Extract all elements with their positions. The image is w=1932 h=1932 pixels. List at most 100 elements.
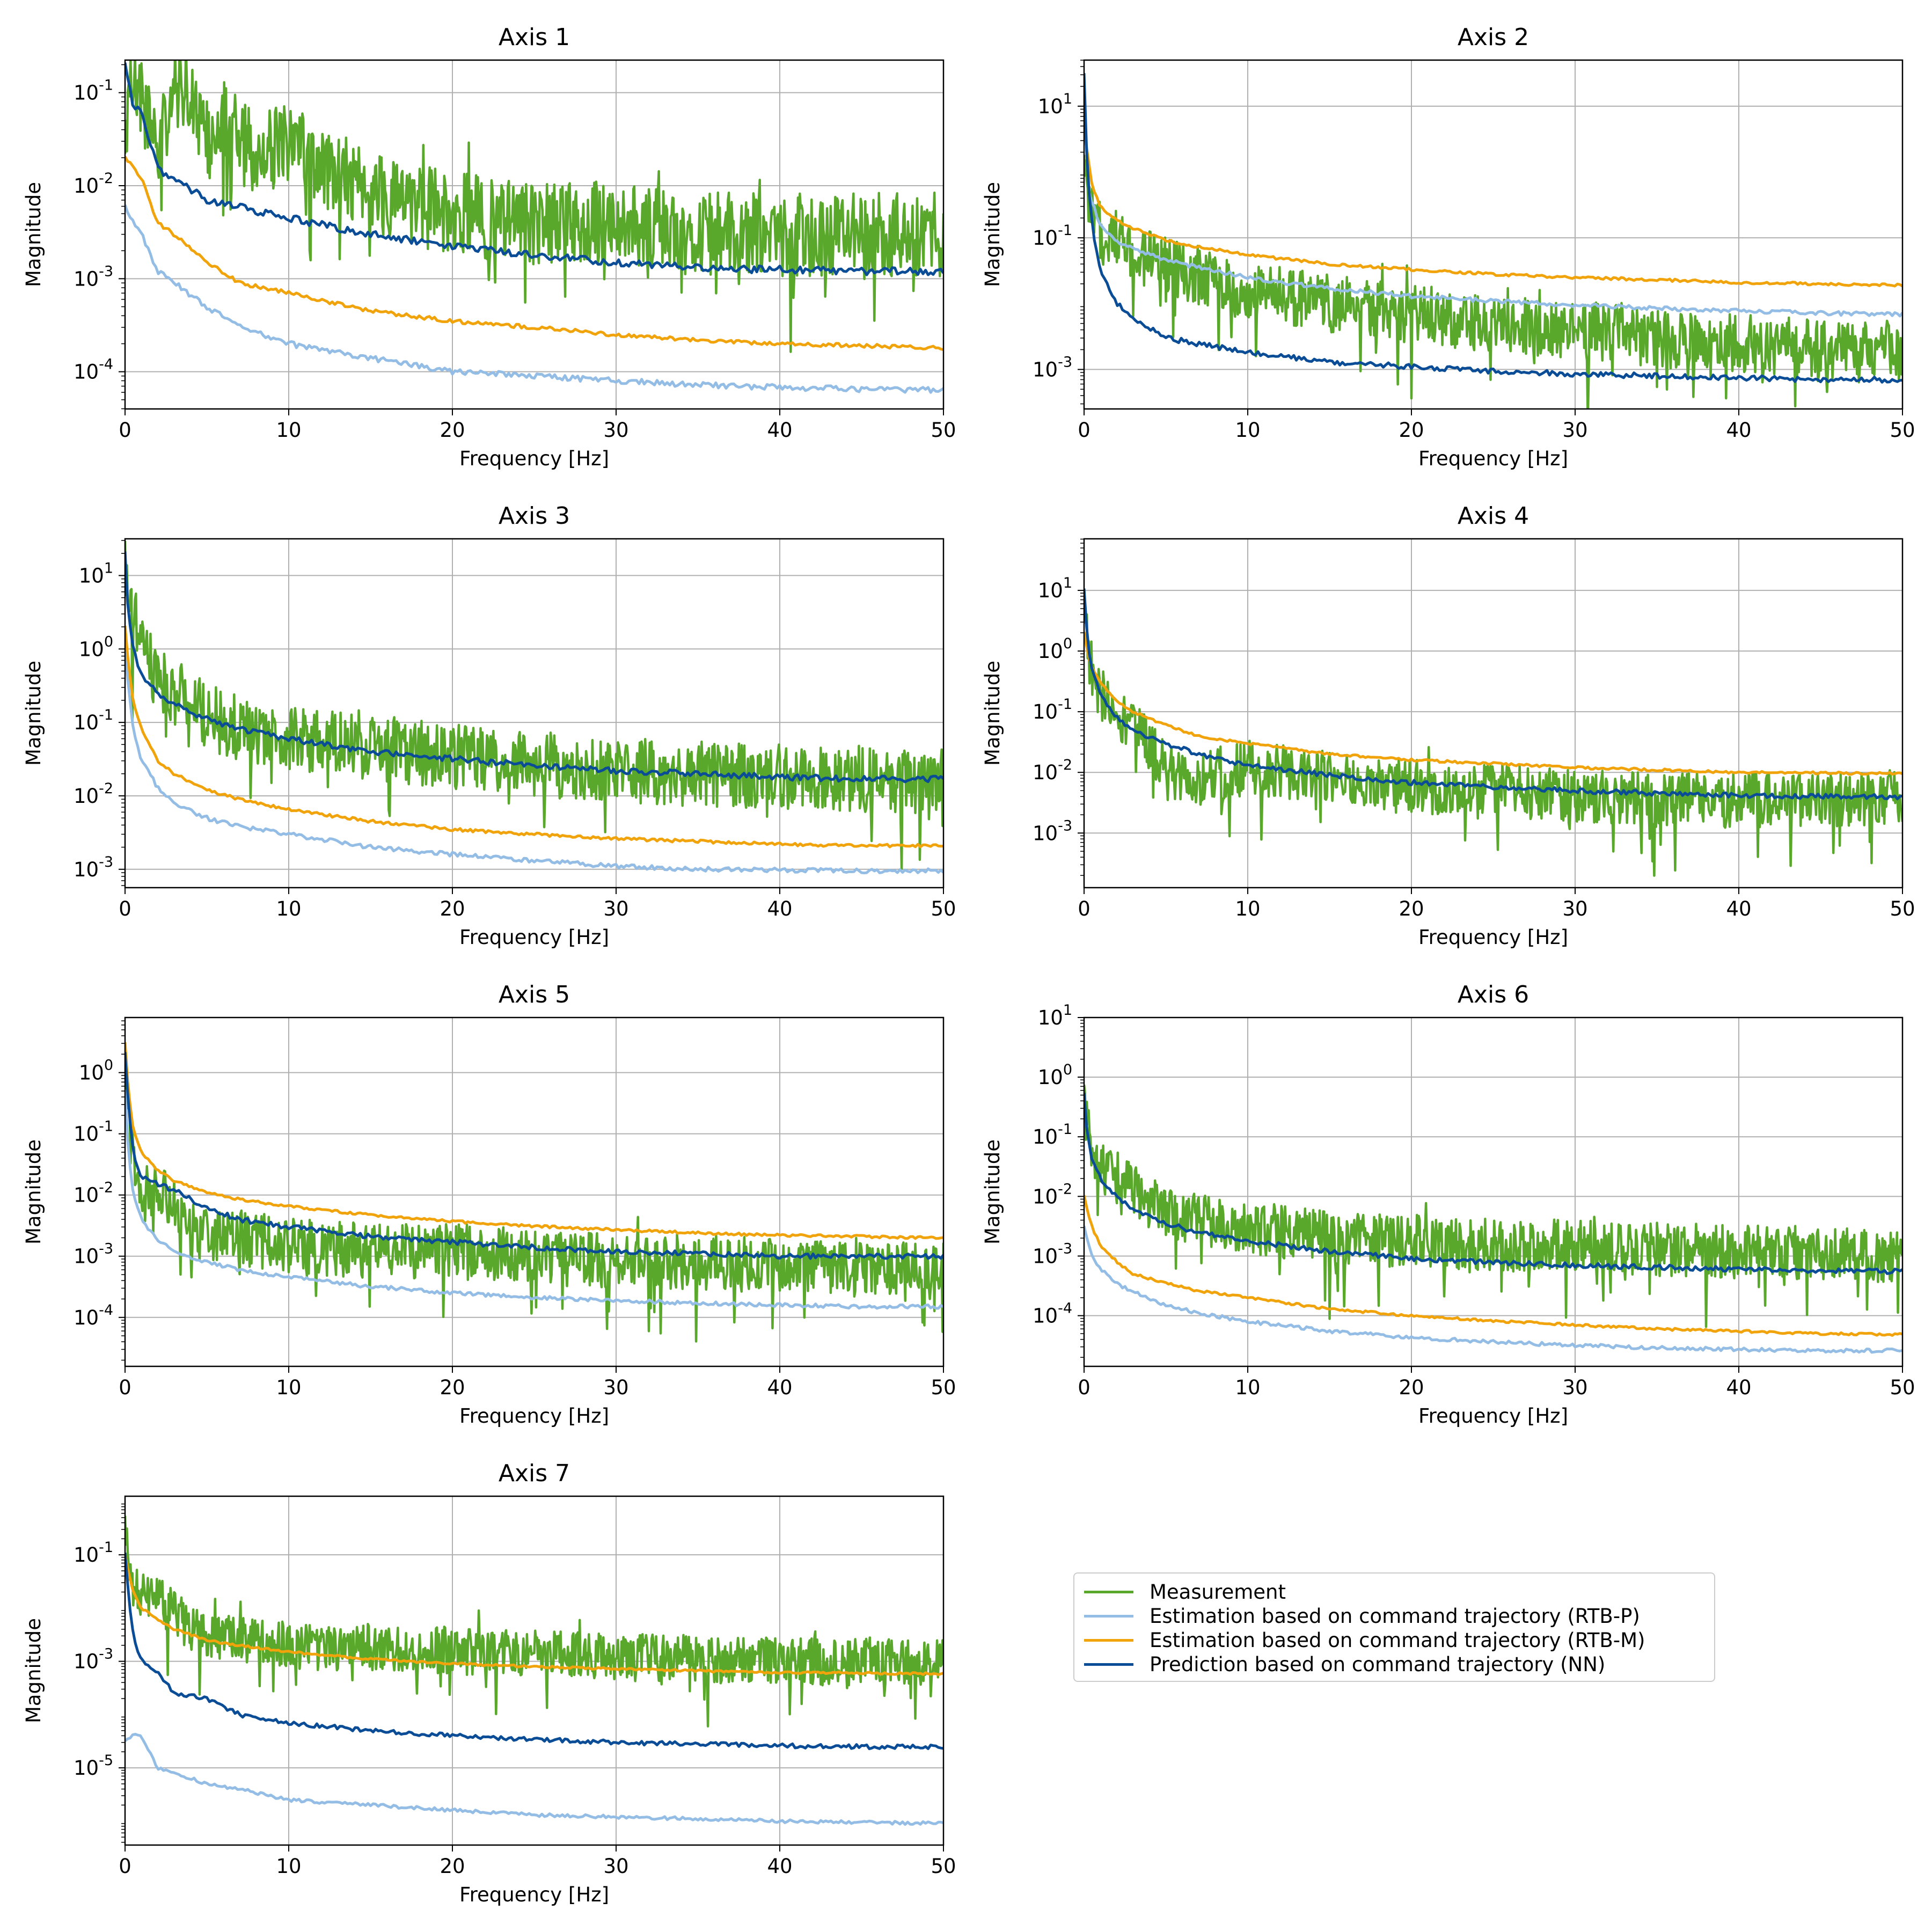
y-tick-label: 10-2 [1033,757,1072,784]
plot-frame [1083,538,1904,889]
legend-label-rtb-p: Estimation based on command trajectory (… [1150,1605,1640,1628]
x-tick-label: 50 [931,1855,956,1878]
y-tick-label: 10-3 [74,1646,113,1673]
x-tick-label: 10 [276,897,301,920]
chart-title: Axis 6 [1458,981,1529,1008]
y-tick-label: 10-3 [74,263,113,290]
series-line-nn [125,62,943,276]
x-tick-label: 0 [1078,1376,1091,1399]
legend-swatch-rtb-p [1084,1615,1133,1618]
x-tick-label: 10 [276,419,301,442]
y-tick-label: 100 [1038,635,1072,663]
y-tick-label: 10-1 [74,707,113,734]
x-tick-label: 20 [440,1376,465,1399]
x-tick-label: 40 [767,419,792,442]
series-line-rtb-p [125,1732,943,1826]
x-tick-label: 20 [1399,1376,1424,1399]
y-tick-label: 10-2 [74,1180,113,1207]
x-tick-label: 30 [603,897,628,920]
series-line-nn [125,1052,943,1260]
series-line-measurement [1084,588,1902,877]
x-tick-label: 30 [1562,1376,1587,1399]
y-tick-label: 101 [79,560,113,587]
x-tick-label: 10 [1235,419,1260,442]
x-tick-label: 30 [603,1855,628,1878]
chart-title: Axis 2 [1458,24,1529,51]
x-tick-label: 50 [931,419,956,442]
series-line-rtb-p [1084,1225,1902,1354]
y-tick-label: 10-3 [1033,817,1072,845]
x-tick-label: 20 [440,897,465,920]
x-axis-label: Frequency [Hz] [1418,1404,1568,1428]
series-line-rtb-m [125,625,943,848]
series-line-measurement [1084,155,1902,409]
legend-item-rtb-m: Estimation based on command trajectory (… [1084,1628,1704,1652]
y-tick-label: 100 [79,633,113,661]
y-tick-label: 101 [1038,575,1072,602]
plot-frame [124,59,945,410]
x-tick-label: 30 [603,419,628,442]
y-tick-label: 10-2 [74,170,113,197]
y-tick-label: 10-1 [74,1539,113,1567]
y-tick-label: 10-2 [1033,1181,1072,1208]
x-tick-label: 50 [931,897,956,920]
y-axis-label: Magnitude [981,661,1004,766]
y-tick-label: 10-1 [1033,696,1072,723]
series-line-rtb-p [125,647,943,875]
x-tick-label: 20 [440,419,465,442]
x-tick-label: 50 [1890,897,1915,920]
chart-title: Axis 3 [499,502,570,530]
x-tick-label: 0 [1078,897,1091,920]
y-tick-label: 10-3 [1033,354,1072,381]
series-line-nn [1084,588,1902,801]
x-tick-label: 0 [119,419,131,442]
y-tick-label: 10-3 [74,854,113,881]
y-tick-label: 101 [1038,1002,1072,1029]
legend-swatch-measurement [1084,1591,1133,1593]
chart-axis-7: 0 10 20 30 40 50 10-5 10-3 10-1 Axis 7 Frequency [… [22,1460,956,1906]
x-tick-label: 50 [1890,1376,1915,1399]
y-axis-label: Magnitude [22,182,45,287]
y-tick-label: 10-4 [74,356,113,384]
series-line-measurement [125,60,943,353]
x-tick-label: 20 [440,1855,465,1878]
series-line-measurement [125,1516,943,1728]
y-axis-label: Magnitude [981,1139,1004,1245]
plot-frame [124,538,945,889]
legend-label-measurement: Measurement [1150,1580,1286,1604]
legend-item-measurement: Measurement [1084,1580,1704,1604]
y-tick-label: 10-4 [1033,1300,1072,1328]
y-tick-label: 10-3 [74,1241,113,1268]
x-tick-label: 30 [1562,419,1587,442]
series-line-nn [1084,73,1902,384]
chart-title: Axis 4 [1458,502,1529,530]
x-axis-label: Frequency [Hz] [459,926,609,949]
legend-item-rtb-p: Estimation based on command trajectory (… [1084,1604,1704,1628]
x-tick-label: 0 [119,897,131,920]
y-tick-label: 100 [1038,1062,1072,1089]
series-line-nn [125,551,943,784]
x-tick-label: 20 [1399,419,1424,442]
x-tick-label: 30 [603,1376,628,1399]
x-tick-label: 40 [767,1855,792,1878]
x-axis-label: Frequency [Hz] [1418,926,1568,949]
series-line-rtb-m [125,1042,943,1240]
series-line-rtb-p [125,204,943,394]
y-axis-label: Magnitude [22,1618,45,1723]
series-line-rtb-m [1084,1195,1902,1337]
x-tick-label: 30 [1562,897,1587,920]
legend-label-nn: Prediction based on command trajectory (… [1150,1653,1606,1676]
legend-swatch-rtb-m [1084,1639,1133,1642]
x-axis-label: Frequency [Hz] [459,447,609,470]
x-tick-label: 0 [119,1855,131,1878]
x-tick-label: 10 [276,1376,301,1399]
x-tick-label: 40 [1726,1376,1751,1399]
plot-frame [124,1016,945,1367]
x-tick-label: 0 [1078,419,1091,442]
y-tick-label: 10-2 [74,780,113,808]
chart-axis-5: 0 10 20 30 40 50 10-4 10-3 10-2 10-1 100 Axis 5 Freq… [22,981,956,1428]
series-line-rtb-p [1084,105,1902,318]
legend: Measurement Estimation based on command … [1073,1572,1715,1682]
x-tick-label: 40 [1726,897,1751,920]
x-tick-label: 10 [1235,897,1260,920]
